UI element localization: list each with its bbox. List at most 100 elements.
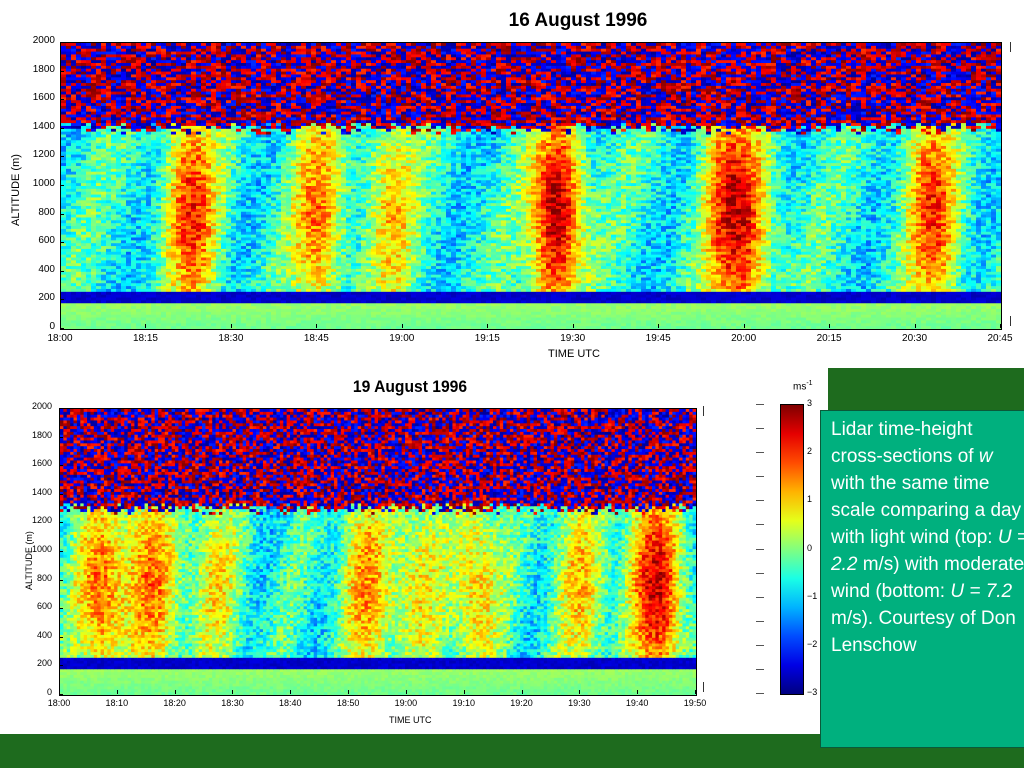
heatmap-cell <box>76 251 82 256</box>
heatmap-cell <box>81 240 87 244</box>
heatmap-cell <box>71 45 77 50</box>
heatmap-cell <box>76 277 82 281</box>
heatmap-cell <box>91 114 97 118</box>
heatmap-cell <box>201 326 207 329</box>
heatmap-cell <box>71 160 77 164</box>
heatmap-cell <box>96 111 102 116</box>
heatmap-cell <box>76 203 82 207</box>
heatmap-cell <box>91 186 97 190</box>
heatmap-cell <box>76 211 82 216</box>
heatmap-cell <box>76 308 82 313</box>
heatmap-cell <box>76 183 82 187</box>
heatmap-cell <box>96 208 102 213</box>
heatmap-cell <box>76 257 82 261</box>
heatmap-cell <box>76 94 82 98</box>
heatmap-cell <box>106 174 112 179</box>
heatmap-cell <box>96 154 102 158</box>
heatmap-cell <box>66 77 72 81</box>
heatmap-cell <box>81 220 87 224</box>
heatmap-cell <box>86 248 92 253</box>
heatmap-cell <box>76 271 82 276</box>
heatmap-cell <box>86 174 92 179</box>
heatmap-cell <box>96 48 102 53</box>
heatmap-cell <box>76 174 82 179</box>
heatmap-cell <box>81 300 87 304</box>
heatmap-cell <box>81 306 87 310</box>
heatmap-cell <box>66 271 72 276</box>
heatmap-cell <box>91 266 97 270</box>
heatmap-cell <box>76 248 82 253</box>
heatmap-cell <box>101 131 107 136</box>
heatmap-cell <box>91 171 97 176</box>
heatmap-cell <box>71 280 77 284</box>
heatmap-cell <box>61 71 67 76</box>
heatmap-cell <box>106 143 112 147</box>
heatmap-cell <box>71 203 77 207</box>
heatmap-cell <box>101 157 107 161</box>
heatmap-cell <box>71 71 77 76</box>
heatmap-cell <box>91 83 97 87</box>
heatmap-cell <box>66 97 72 101</box>
heatmap-cell <box>66 268 72 273</box>
heatmap-cell <box>76 83 82 87</box>
heatmap-cell <box>91 163 97 167</box>
heatmap-cell <box>101 63 107 67</box>
heatmap-cell <box>71 148 77 153</box>
heatmap-cell <box>171 326 177 329</box>
heatmap-cell <box>66 103 72 107</box>
heatmap-cell <box>81 117 87 121</box>
heatmap-cell <box>71 197 77 201</box>
heatmap-cell <box>86 103 92 107</box>
heatmap-cell <box>106 145 112 150</box>
heatmap-cell <box>81 251 87 256</box>
heatmap-cell <box>101 174 107 179</box>
heatmap-cell <box>76 103 82 107</box>
heatmap-cell <box>81 288 87 293</box>
heatmap-cell <box>81 94 87 98</box>
heatmap-cell <box>91 243 97 247</box>
heatmap-cell <box>101 128 107 133</box>
heatmap-cell <box>101 271 107 276</box>
heatmap-cell <box>236 326 242 329</box>
heatmap-cell <box>61 286 67 290</box>
heatmap-cell <box>76 268 82 273</box>
heatmap-cell <box>136 326 142 329</box>
heatmap-cell <box>91 220 97 224</box>
heatmap-cell <box>81 283 87 287</box>
heatmap-cell <box>101 274 107 279</box>
heatmap-cell <box>96 131 102 136</box>
heatmap-cell <box>91 148 97 153</box>
heatmap-cell <box>106 183 112 187</box>
heatmap-cell <box>76 280 82 284</box>
heatmap-cell <box>101 145 107 150</box>
heatmap-cell <box>71 277 77 281</box>
heatmap-cell <box>81 143 87 147</box>
heatmap-cell <box>76 134 82 138</box>
heatmap-cell <box>61 323 67 327</box>
heatmap-cell <box>86 117 92 121</box>
heatmap-cell <box>86 140 92 144</box>
heatmap-cell <box>66 326 72 329</box>
heatmap-cell <box>81 214 87 219</box>
heatmap-cell <box>66 100 72 104</box>
heatmap-cell <box>91 134 97 138</box>
heatmap-cell <box>156 326 162 329</box>
heatmap-cell <box>96 237 102 241</box>
heatmap-cell <box>71 228 77 233</box>
heatmap-cell <box>61 214 67 219</box>
heatmap-cell <box>96 211 102 216</box>
heatmap-cell <box>71 145 77 150</box>
heatmap-cell <box>106 177 112 181</box>
heatmap-cell <box>66 223 72 227</box>
heatmap-cell <box>96 277 102 281</box>
heatmap-cell <box>61 114 67 118</box>
heatmap-cell <box>101 246 107 250</box>
heatmap-cell <box>66 323 72 327</box>
heatmap-cell <box>106 48 112 53</box>
heatmap-cell <box>96 188 102 193</box>
heatmap-cell <box>91 160 97 164</box>
heatmap-cell <box>101 60 107 64</box>
heatmap-cell <box>71 226 77 230</box>
heatmap-cell <box>106 123 112 127</box>
heatmap-cell <box>91 237 97 241</box>
